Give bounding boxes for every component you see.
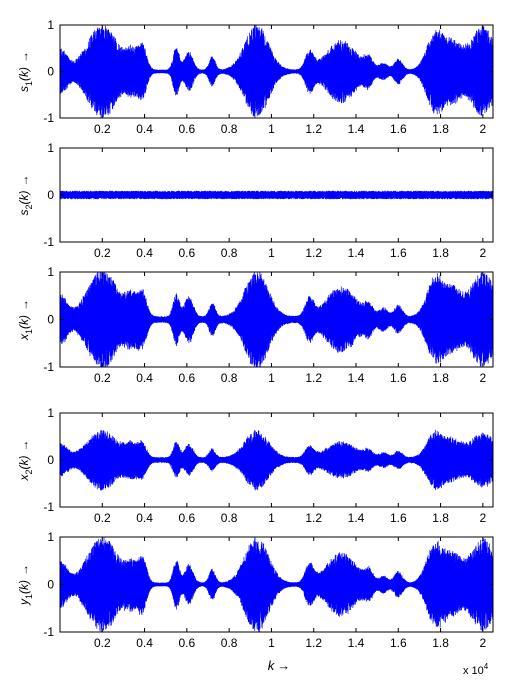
x-tick-label: 0.8 xyxy=(221,371,238,385)
x-tick-label: 1.4 xyxy=(348,122,365,136)
x-tick-label: 1.2 xyxy=(305,122,322,136)
x-axis-exponent: x 104 xyxy=(463,662,489,677)
y-tick-label: -1 xyxy=(43,111,54,125)
x-tick-label: 0.4 xyxy=(136,371,153,385)
x-tick-label: 1.6 xyxy=(390,511,407,525)
x-tick-label: 0.6 xyxy=(179,371,196,385)
x-tick-label: 0.6 xyxy=(179,511,196,525)
subplot-2: 0.2 0.4 0.6 0.8 1 1.2 1.4 1.6 1.8 2 -1 0 1 s2(k)→ xyxy=(17,141,494,260)
y-tick-label: 0 xyxy=(47,578,54,592)
x-tick-label: 0.2 xyxy=(94,246,111,260)
x-tick-label: 0.2 xyxy=(94,122,111,136)
subplot-1: 0.2 0.4 0.6 0.8 1 1.2 1.4 1.6 1.8 2 -1 0 1 s1(k)→ xyxy=(17,18,494,136)
y-tick-label: 0 xyxy=(47,313,54,327)
x-tick-label: 0.6 xyxy=(179,246,196,260)
x-tick-label: 1 xyxy=(268,122,275,136)
x-tick-label: 1.6 xyxy=(390,246,407,260)
x-tick-label: 1.8 xyxy=(432,122,449,136)
y-tick-label: -1 xyxy=(43,625,54,639)
y-tick-label: -1 xyxy=(43,500,54,514)
x-tick-label: 0.4 xyxy=(136,636,153,650)
x-tick-label: 1 xyxy=(268,246,275,260)
x-tick-label: 0.2 xyxy=(94,371,111,385)
y-tick-label: 1 xyxy=(47,406,54,420)
signal-line xyxy=(60,537,493,632)
x-axis-label: k → xyxy=(268,658,291,673)
x-tick-label: 0.4 xyxy=(136,246,153,260)
x-tick-label: 0.4 xyxy=(136,511,153,525)
signal-line xyxy=(60,190,493,200)
x-tick-label: 0.6 xyxy=(179,122,196,136)
x-tick-label: 1.4 xyxy=(348,246,365,260)
y-tick-label: 0 xyxy=(47,65,54,79)
y-tick-label: 1 xyxy=(47,265,54,279)
subplot-5: 0.2 0.4 0.6 0.8 1 1.2 1.4 1.6 1.8 2 -1 0 1 y1(k)→ xyxy=(17,530,494,650)
y-tick-label: -1 xyxy=(43,360,54,374)
y-tick-label: 0 xyxy=(47,188,54,202)
x-tick-label: 0.6 xyxy=(179,636,196,650)
x-tick-label: 0.8 xyxy=(221,511,238,525)
x-tick-label: 1.8 xyxy=(432,246,449,260)
x-tick-label: 1.6 xyxy=(390,371,407,385)
x-tick-label: 1 xyxy=(268,511,275,525)
y-axis-label: y1(k)→ xyxy=(17,564,34,606)
x-tick-label: 1.8 xyxy=(432,371,449,385)
x-tick-label: 0.2 xyxy=(94,636,111,650)
x-tick-label: 0.4 xyxy=(136,122,153,136)
x-tick-label: 1.4 xyxy=(348,511,365,525)
x-tick-label: 0.8 xyxy=(221,246,238,260)
x-tick-label: 2 xyxy=(480,371,487,385)
x-tick-label: 0.8 xyxy=(221,636,238,650)
y-tick-label: -1 xyxy=(43,235,54,249)
x-tick-label: 1.8 xyxy=(432,636,449,650)
y-tick-label: 1 xyxy=(47,141,54,155)
x-tick-label: 0.2 xyxy=(94,511,111,525)
x-tick-label: 1 xyxy=(268,371,275,385)
x-tick-label: 1.4 xyxy=(348,371,365,385)
signal-line xyxy=(60,25,493,118)
x-tick-label: 1.2 xyxy=(305,371,322,385)
subplot-4: 0.2 0.4 0.6 0.8 1 1.2 1.4 1.6 1.8 2 -1 0 1 x2(k)→ xyxy=(17,406,494,525)
y-tick-label: 0 xyxy=(47,453,54,467)
y-axis-label: s2(k)→ xyxy=(17,174,34,215)
x-tick-label: 1.2 xyxy=(305,511,322,525)
x-tick-label: 1.2 xyxy=(305,246,322,260)
x-tick-label: 1.4 xyxy=(348,636,365,650)
x-tick-label: 0.8 xyxy=(221,122,238,136)
y-axis-label: x1(k)→ xyxy=(17,299,34,341)
x-tick-label: 1.2 xyxy=(305,636,322,650)
x-tick-label: 1.6 xyxy=(390,122,407,136)
signal-line xyxy=(60,272,493,367)
y-tick-label: 1 xyxy=(47,530,54,544)
y-axis-label: s1(k)→ xyxy=(17,51,34,92)
x-tick-label: 2 xyxy=(480,246,487,260)
y-axis-label: x2(k)→ xyxy=(17,439,34,481)
x-tick-label: 1 xyxy=(268,636,275,650)
subplot-3: 0.2 0.4 0.6 0.8 1 1.2 1.4 1.6 1.8 2 -1 0 1 x1(k)→ xyxy=(17,265,494,385)
x-tick-label: 1.8 xyxy=(432,511,449,525)
x-tick-label: 2 xyxy=(480,636,487,650)
x-tick-label: 2 xyxy=(480,122,487,136)
y-tick-label: 1 xyxy=(47,18,54,32)
x-tick-label: 1.6 xyxy=(390,636,407,650)
x-tick-label: 2 xyxy=(480,511,487,525)
signal-line xyxy=(60,429,493,491)
